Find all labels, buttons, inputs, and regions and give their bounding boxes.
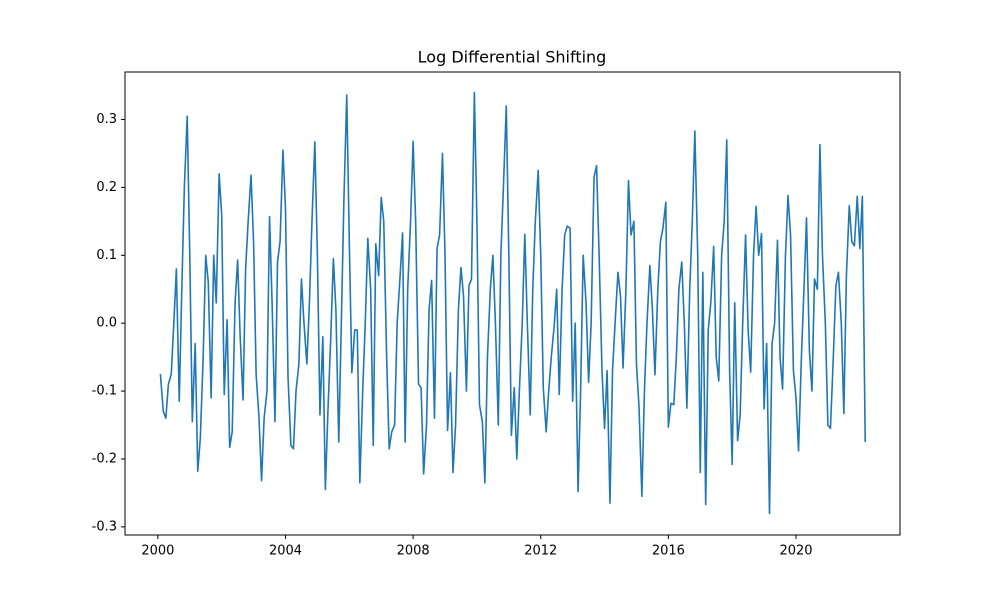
x-tick-label: 2012: [524, 544, 557, 559]
x-tick-label: 2008: [397, 544, 430, 559]
y-tick-label: -0.2: [92, 451, 117, 466]
plot-frame: [124, 71, 901, 536]
line-series: [159, 91, 867, 515]
y-tick-label: 0.3: [96, 112, 117, 127]
x-tick-label: 2004: [269, 544, 302, 559]
x-tick-label: 2020: [779, 544, 812, 559]
y-tick-label: 0.0: [96, 316, 117, 331]
y-tick-label: -0.1: [92, 384, 117, 399]
y-tick-label: 0.1: [96, 248, 117, 263]
x-tick-label: 2000: [141, 544, 174, 559]
y-tick-label: -0.3: [92, 519, 117, 534]
y-tick-label: 0.2: [96, 180, 117, 195]
x-tick-label: 2016: [652, 544, 685, 559]
chart-title: Log Differential Shifting: [418, 48, 607, 67]
